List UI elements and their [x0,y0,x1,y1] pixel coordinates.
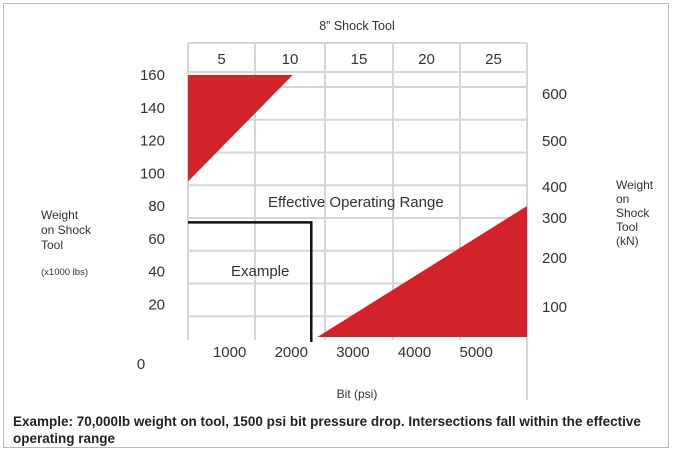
left-axis-title-line: Tool [41,238,63,252]
left-axis-title-line: on Shock [41,223,92,237]
bottom-axis-tick: 2000 [275,344,308,361]
top-axis-tick: 5 [217,51,225,68]
chart-frame [3,3,669,448]
effective-range-label: Effective Operating Range [268,194,444,211]
left-axis-tick: 160 [140,67,165,84]
left-axis-tick: 140 [140,100,165,117]
left-axis-tick: 100 [140,165,165,182]
right-axis-tick: 400 [542,179,567,196]
bottom-axis-tick: 3000 [336,344,369,361]
right-axis-title-line: Tool [616,220,638,234]
top-axis-tick: 20 [418,51,435,68]
left-axis-tick: 120 [140,133,165,150]
operating-limit-region-2 [317,206,527,337]
chart-caption: Example: 70,000lb weight on tool, 1500 p… [13,414,641,446]
left-axis-tick: 60 [148,231,165,248]
example-line [188,221,313,342]
right-axis-title-line: Weight [616,178,654,192]
right-axis-title-line: Shock [616,206,650,220]
right-axis-title-line: (kN) [616,234,639,248]
bottom-axis-title: Bit (psi) [337,387,378,401]
top-axis-title: 8” Shock Tool [319,19,395,33]
top-axis-tick: 10 [282,51,299,68]
left-axis-unit: (x1000 lbs) [41,267,88,278]
right-axis-tick: 100 [542,299,567,316]
left-axis-tick: 40 [148,264,165,281]
operating-limit-region-1 [188,75,293,182]
top-axis-tick: 25 [485,51,502,68]
left-axis-tick: 80 [148,198,165,215]
origin-label: 0 [137,356,145,373]
example-label: Example [231,263,289,280]
bottom-axis-tick: 1000 [213,344,246,361]
top-axis-tick: 15 [351,51,368,68]
bottom-axis-tick: 4000 [398,344,431,361]
right-axis-tick: 600 [542,86,567,103]
right-axis-tick: 200 [542,250,567,267]
right-axis-tick: 500 [542,133,567,150]
right-axis-title-line: on [616,192,629,206]
right-axis-tick: 300 [542,210,567,227]
left-axis-title-line: Weight [41,208,79,222]
left-axis-tick: 20 [148,296,165,313]
bottom-axis-tick: 5000 [459,344,492,361]
